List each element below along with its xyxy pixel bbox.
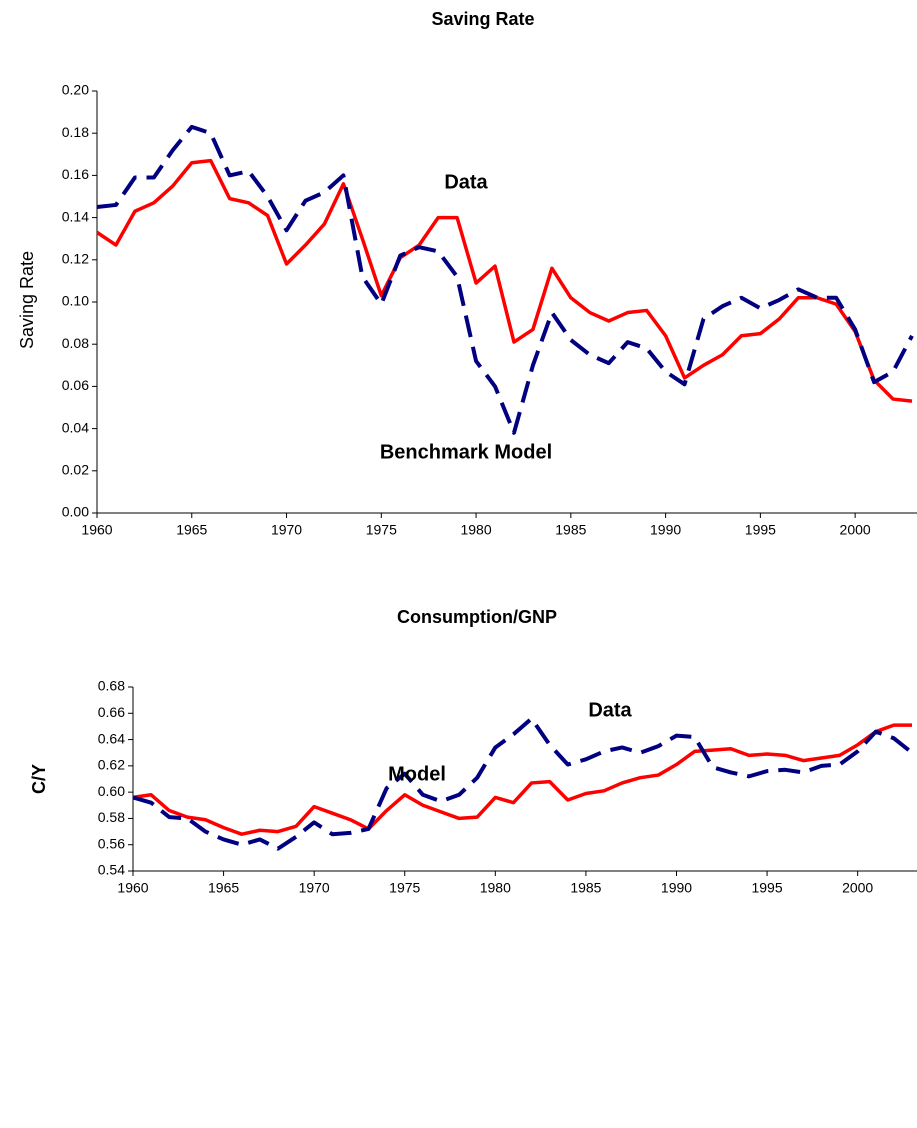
chart-title: Saving Rate xyxy=(431,9,534,29)
x-tick-label: 1995 xyxy=(745,522,776,538)
y-tick-label: 0.02 xyxy=(62,462,89,478)
series-line xyxy=(96,158,913,403)
x-tick-label: 1975 xyxy=(366,522,397,538)
series-line xyxy=(132,716,914,851)
x-tick-label: 1970 xyxy=(271,522,302,538)
annotation: Data xyxy=(444,171,488,193)
x-tick-label: 1975 xyxy=(389,880,420,896)
y-tick-label: 0.16 xyxy=(62,166,89,182)
y-tick-label: 0.56 xyxy=(98,835,125,851)
y-tick-label: 0.66 xyxy=(98,704,125,720)
x-tick-label: 1990 xyxy=(650,522,681,538)
y-tick-label: 0.10 xyxy=(62,293,89,309)
x-tick-label: 2000 xyxy=(842,880,873,896)
y-tick-label: 0.12 xyxy=(62,251,89,267)
x-tick-label: 1990 xyxy=(661,880,692,896)
y-tick-label: 0.00 xyxy=(62,504,89,520)
x-tick-label: 1995 xyxy=(751,880,782,896)
x-tick-label: 1985 xyxy=(555,522,586,538)
x-tick-label: 1965 xyxy=(176,522,207,538)
series-line xyxy=(132,723,912,836)
chart-title: Consumption/GNP xyxy=(397,607,557,627)
series-line xyxy=(96,124,914,435)
y-axis-label: C/Y xyxy=(29,764,49,794)
x-tick-label: 1980 xyxy=(460,522,491,538)
x-tick-label: 1960 xyxy=(81,522,112,538)
annotation: Model xyxy=(388,763,446,785)
y-tick-label: 0.64 xyxy=(98,730,125,746)
y-tick-label: 0.20 xyxy=(62,82,89,98)
annotation: Benchmark Model xyxy=(380,441,552,463)
y-tick-label: 0.06 xyxy=(62,377,89,393)
x-tick-label: 1985 xyxy=(570,880,601,896)
y-axis-label: Saving Rate xyxy=(17,251,37,349)
annotation: Data xyxy=(588,699,632,721)
y-tick-label: 0.04 xyxy=(62,419,89,435)
y-tick-label: 0.62 xyxy=(98,757,125,773)
x-tick-label: 1980 xyxy=(480,880,511,896)
x-tick-label: 1965 xyxy=(208,880,239,896)
y-tick-label: 0.60 xyxy=(98,783,125,799)
y-tick-label: 0.14 xyxy=(62,208,89,224)
x-tick-label: 2000 xyxy=(840,522,871,538)
y-tick-label: 0.18 xyxy=(62,124,89,140)
x-tick-label: 1970 xyxy=(299,880,330,896)
y-tick-label: 0.08 xyxy=(62,335,89,351)
y-tick-label: 0.54 xyxy=(98,862,125,878)
x-tick-label: 1960 xyxy=(117,880,148,896)
y-tick-label: 0.58 xyxy=(98,809,125,825)
y-tick-label: 0.68 xyxy=(98,678,125,694)
